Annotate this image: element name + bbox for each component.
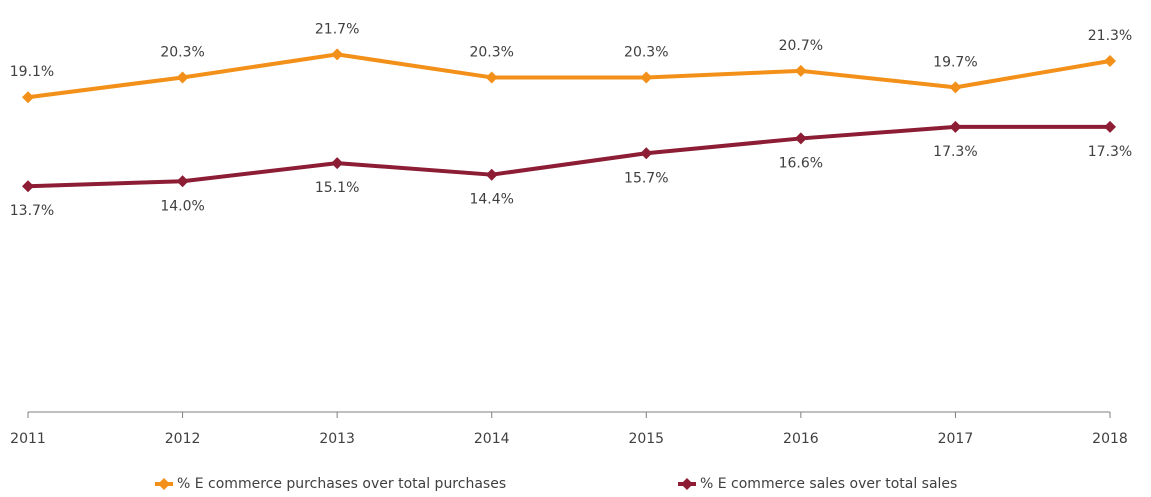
point	[485, 168, 498, 181]
data-label: 13.7%	[10, 203, 54, 219]
series-line	[27, 52, 1111, 100]
data-label: 14.0%	[160, 198, 204, 214]
data-label: 19.7%	[933, 54, 977, 70]
data-label: 20.3%	[160, 44, 204, 60]
legend-label: % E commerce purchases over total purcha…	[177, 476, 506, 492]
point	[485, 71, 498, 84]
data-label: 17.3%	[1088, 144, 1132, 160]
data-label: 19.1%	[10, 64, 54, 80]
data-label: 20.7%	[779, 38, 823, 54]
point	[1104, 54, 1116, 67]
data-label: 21.7%	[315, 21, 359, 37]
point	[22, 91, 34, 104]
point	[176, 71, 189, 84]
x-tick-label: 2012	[165, 431, 201, 447]
data-label: 16.6%	[779, 155, 823, 171]
point	[176, 175, 189, 188]
data-label: 14.4%	[469, 192, 513, 208]
point	[640, 147, 653, 160]
x-tick-label: 2017	[938, 431, 974, 447]
point	[1104, 120, 1116, 133]
data-label: 21.3%	[1088, 28, 1132, 44]
point	[331, 157, 344, 170]
point	[22, 180, 34, 193]
data-label: 15.7%	[624, 170, 668, 186]
data-label: 17.3%	[933, 144, 977, 160]
series-line	[27, 124, 1110, 189]
legend-marker	[681, 478, 693, 490]
x-tick-label: 2014	[474, 431, 510, 447]
legend-marker	[158, 478, 170, 490]
x-tick-label: 2016	[783, 431, 819, 447]
point	[949, 81, 962, 94]
data-label: 20.3%	[624, 44, 668, 60]
point	[794, 64, 807, 77]
x-tick-label: 2015	[628, 431, 664, 447]
point	[794, 132, 807, 145]
point	[640, 71, 653, 84]
x-tick-label: 2018	[1092, 431, 1128, 447]
point	[331, 48, 344, 61]
x-tick-label: 2011	[10, 431, 46, 447]
data-label: 20.3%	[469, 44, 513, 60]
data-label: 15.1%	[315, 180, 359, 196]
point	[949, 120, 962, 133]
legend-label: % E commerce sales over total sales	[700, 476, 957, 492]
x-tick-label: 2013	[319, 431, 355, 447]
